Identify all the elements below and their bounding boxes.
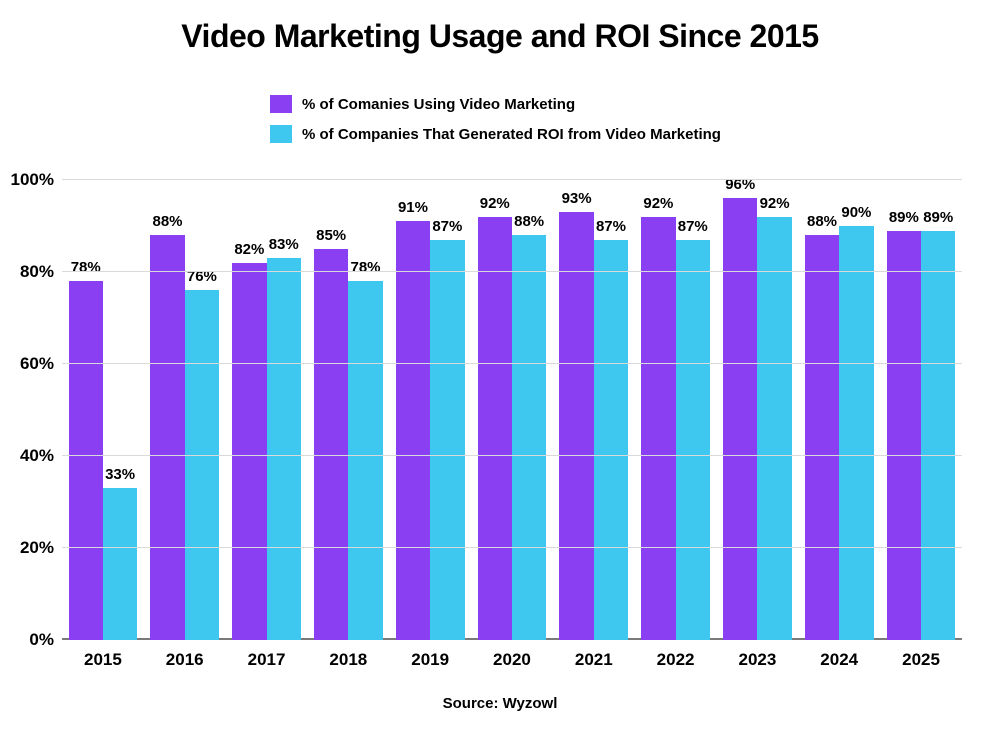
bar-group: 82%83%2017 [226, 180, 308, 640]
legend: % of Comanies Using Video Marketing % of… [270, 95, 721, 143]
legend-swatch [270, 95, 292, 113]
bar-series-1: 82% [232, 263, 266, 640]
bar-series-2: 78% [348, 281, 382, 640]
bar-value-label: 87% [678, 218, 708, 235]
x-tick-label: 2018 [329, 640, 367, 670]
bar-series-1: 96% [723, 198, 757, 640]
legend-swatch [270, 125, 292, 143]
y-tick-label: 80% [20, 262, 62, 282]
bar-series-1: 88% [805, 235, 839, 640]
bar-groups: 78%33%201588%76%201682%83%201785%78%2018… [62, 180, 962, 640]
bar-value-label: 92% [480, 195, 510, 212]
y-tick-label: 40% [20, 446, 62, 466]
plot-area: 78%33%201588%76%201682%83%201785%78%2018… [62, 180, 962, 640]
bar-series-1: 78% [69, 281, 103, 640]
y-tick-label: 100% [11, 170, 62, 190]
bar-group: 92%87%2022 [635, 180, 717, 640]
x-tick-label: 2019 [411, 640, 449, 670]
legend-label: % of Companies That Generated ROI from V… [302, 126, 721, 143]
bar-group: 96%92%2023 [717, 180, 799, 640]
bar-series-1: 88% [150, 235, 184, 640]
gridline [62, 179, 962, 180]
chart-source: Source: Wyzowl [0, 695, 1000, 712]
bar-group: 85%78%2018 [307, 180, 389, 640]
x-tick-label: 2015 [84, 640, 122, 670]
bar-series-1: 85% [314, 249, 348, 640]
bar-value-label: 90% [841, 204, 871, 221]
y-tick-label: 60% [20, 354, 62, 374]
bar-value-label: 83% [269, 236, 299, 253]
x-tick-label: 2020 [493, 640, 531, 670]
bar-series-2: 92% [757, 217, 791, 640]
bar-series-2: 87% [676, 240, 710, 640]
bar-value-label: 87% [596, 218, 626, 235]
bar-series-1: 89% [887, 231, 921, 640]
legend-item: % of Comanies Using Video Marketing [270, 95, 721, 113]
bar-value-label: 82% [234, 241, 264, 258]
bar-group: 93%87%2021 [553, 180, 635, 640]
bar-value-label: 88% [514, 213, 544, 230]
gridline [62, 455, 962, 456]
bar-value-label: 78% [71, 259, 101, 276]
bar-value-label: 92% [643, 195, 673, 212]
bar-value-label: 33% [105, 466, 135, 483]
bar-value-label: 92% [760, 195, 790, 212]
bar-series-1: 92% [478, 217, 512, 640]
y-tick-label: 20% [20, 538, 62, 558]
bar-series-2: 33% [103, 488, 137, 640]
bar-group: 92%88%2020 [471, 180, 553, 640]
bar-value-label: 85% [316, 227, 346, 244]
gridline [62, 547, 962, 548]
bar-series-2: 87% [430, 240, 464, 640]
x-tick-label: 2017 [248, 640, 286, 670]
bar-value-label: 89% [889, 209, 919, 226]
bar-series-1: 91% [396, 221, 430, 640]
bar-value-label: 88% [807, 213, 837, 230]
bar-group: 88%90%2024 [798, 180, 880, 640]
bar-series-2: 83% [267, 258, 301, 640]
bar-series-2: 88% [512, 235, 546, 640]
x-tick-label: 2024 [820, 640, 858, 670]
x-tick-label: 2023 [738, 640, 776, 670]
x-tick-label: 2016 [166, 640, 204, 670]
bar-group: 88%76%2016 [144, 180, 226, 640]
bar-value-label: 93% [562, 190, 592, 207]
gridline [62, 271, 962, 272]
bar-series-2: 89% [921, 231, 955, 640]
x-tick-label: 2021 [575, 640, 613, 670]
bar-value-label: 88% [153, 213, 183, 230]
bar-value-label: 89% [923, 209, 953, 226]
legend-label: % of Comanies Using Video Marketing [302, 96, 575, 113]
legend-item: % of Companies That Generated ROI from V… [270, 125, 721, 143]
bar-group: 78%33%2015 [62, 180, 144, 640]
x-tick-label: 2025 [902, 640, 940, 670]
bar-series-2: 90% [839, 226, 873, 640]
chart-title: Video Marketing Usage and ROI Since 2015 [0, 18, 1000, 55]
bar-series-2: 87% [594, 240, 628, 640]
y-tick-label: 0% [29, 630, 62, 650]
bar-series-1: 92% [641, 217, 675, 640]
bar-value-label: 91% [398, 199, 428, 216]
bar-group: 89%89%2025 [880, 180, 962, 640]
gridline [62, 363, 962, 364]
bar-group: 91%87%2019 [389, 180, 471, 640]
x-tick-label: 2022 [657, 640, 695, 670]
bar-value-label: 78% [351, 259, 381, 276]
bar-series-1: 93% [559, 212, 593, 640]
bar-value-label: 87% [432, 218, 462, 235]
bar-series-2: 76% [185, 290, 219, 640]
